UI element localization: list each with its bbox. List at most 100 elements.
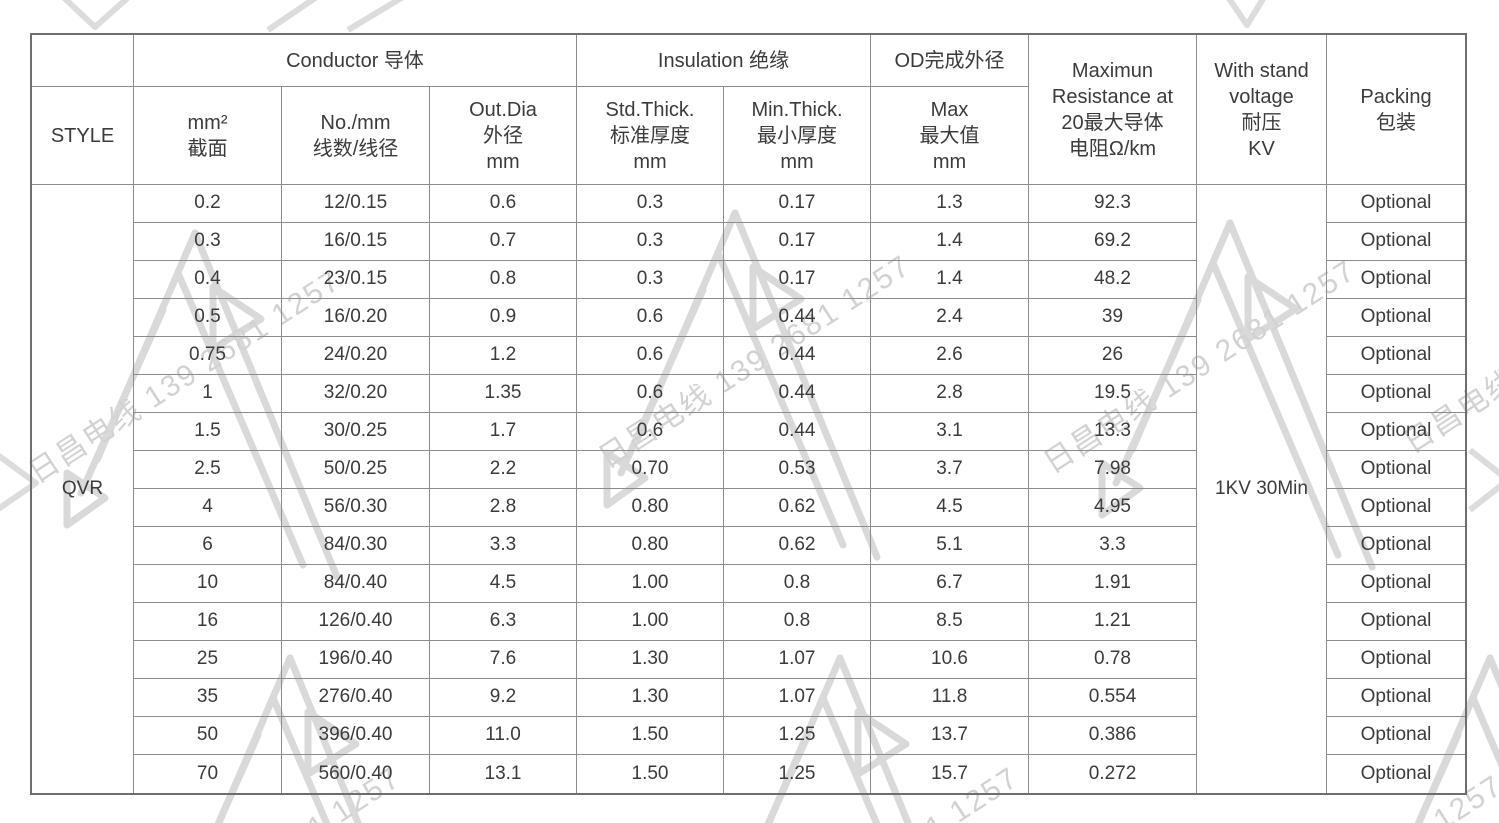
watermark-fragment bbox=[0, 0, 1499, 513]
cell-strand-count: 84/0.30 bbox=[282, 527, 430, 565]
cell-strand-count: 16/0.20 bbox=[282, 299, 430, 337]
cell-std-thickness: 0.70 bbox=[577, 451, 724, 489]
cell-cross-section: 0.3 bbox=[134, 223, 282, 261]
cell-strand-count: 56/0.30 bbox=[282, 489, 430, 527]
cell-std-thickness: 0.3 bbox=[577, 261, 724, 299]
cell-min-thickness: 0.44 bbox=[724, 299, 871, 337]
style-value-cell: QVR bbox=[32, 185, 134, 793]
cell-cross-section: 4 bbox=[134, 489, 282, 527]
cell-cross-section: 0.5 bbox=[134, 299, 282, 337]
cell-max-od: 11.8 bbox=[871, 679, 1029, 717]
cell-resistance: 7.98 bbox=[1029, 451, 1197, 489]
cell-packing: Optional bbox=[1327, 565, 1465, 603]
cell-packing: Optional bbox=[1327, 413, 1465, 451]
cell-cross-section: 35 bbox=[134, 679, 282, 717]
cell-packing: Optional bbox=[1327, 603, 1465, 641]
header-cross-section: mm² 截面 bbox=[134, 87, 282, 185]
cell-cross-section: 0.75 bbox=[134, 337, 282, 375]
cell-strand-count: 560/0.40 bbox=[282, 755, 430, 793]
cell-max-od: 1.4 bbox=[871, 223, 1029, 261]
cell-out-diameter: 13.1 bbox=[430, 755, 577, 793]
cell-min-thickness: 0.44 bbox=[724, 375, 871, 413]
cell-std-thickness: 0.80 bbox=[577, 527, 724, 565]
cell-std-thickness: 0.3 bbox=[577, 185, 724, 223]
header-max-resistance: Maximun Resistance at 20最大导体 电阻Ω/km bbox=[1029, 35, 1197, 185]
cell-resistance: 0.78 bbox=[1029, 641, 1197, 679]
cell-out-diameter: 7.6 bbox=[430, 641, 577, 679]
cell-resistance: 19.5 bbox=[1029, 375, 1197, 413]
cell-cross-section: 25 bbox=[134, 641, 282, 679]
cell-min-thickness: 0.53 bbox=[724, 451, 871, 489]
cell-max-od: 5.1 bbox=[871, 527, 1029, 565]
cell-packing: Optional bbox=[1327, 185, 1465, 223]
cell-min-thickness: 0.8 bbox=[724, 603, 871, 641]
cell-resistance: 26 bbox=[1029, 337, 1197, 375]
voltage-value-cell: 1KV 30Min bbox=[1197, 185, 1327, 793]
cell-out-diameter: 0.6 bbox=[430, 185, 577, 223]
cell-std-thickness: 1.30 bbox=[577, 679, 724, 717]
cell-min-thickness: 0.62 bbox=[724, 527, 871, 565]
cell-cross-section: 50 bbox=[134, 717, 282, 755]
cell-resistance: 0.272 bbox=[1029, 755, 1197, 793]
cell-strand-count: 32/0.20 bbox=[282, 375, 430, 413]
cell-strand-count: 196/0.40 bbox=[282, 641, 430, 679]
cell-strand-count: 276/0.40 bbox=[282, 679, 430, 717]
cell-strand-count: 84/0.40 bbox=[282, 565, 430, 603]
cell-max-od: 2.6 bbox=[871, 337, 1029, 375]
cell-out-diameter: 0.8 bbox=[430, 261, 577, 299]
cell-min-thickness: 1.25 bbox=[724, 717, 871, 755]
cell-resistance: 4.95 bbox=[1029, 489, 1197, 527]
cell-min-thickness: 1.07 bbox=[724, 641, 871, 679]
cell-std-thickness: 0.6 bbox=[577, 375, 724, 413]
cell-resistance: 13.3 bbox=[1029, 413, 1197, 451]
cell-min-thickness: 0.17 bbox=[724, 261, 871, 299]
cell-resistance: 1.21 bbox=[1029, 603, 1197, 641]
spec-table: Conductor 导体 Insulation 绝缘 OD完成外径 Maximu… bbox=[30, 33, 1467, 795]
cell-packing: Optional bbox=[1327, 641, 1465, 679]
cell-resistance: 39 bbox=[1029, 299, 1197, 337]
cell-cross-section: 2.5 bbox=[134, 451, 282, 489]
header-max-od: Max 最大值 mm bbox=[871, 87, 1029, 185]
header-strand-count: No./mm 线数/线径 bbox=[282, 87, 430, 185]
cell-out-diameter: 9.2 bbox=[430, 679, 577, 717]
cell-min-thickness: 1.25 bbox=[724, 755, 871, 793]
cell-std-thickness: 1.30 bbox=[577, 641, 724, 679]
cell-strand-count: 24/0.20 bbox=[282, 337, 430, 375]
cell-strand-count: 50/0.25 bbox=[282, 451, 430, 489]
cell-cross-section: 10 bbox=[134, 565, 282, 603]
cell-packing: Optional bbox=[1327, 679, 1465, 717]
cell-out-diameter: 1.2 bbox=[430, 337, 577, 375]
cell-out-diameter: 4.5 bbox=[430, 565, 577, 603]
cell-packing: Optional bbox=[1327, 375, 1465, 413]
cell-std-thickness: 1.50 bbox=[577, 755, 724, 793]
header-std-thickness: Std.Thick. 标准厚度 mm bbox=[577, 87, 724, 185]
cell-out-diameter: 6.3 bbox=[430, 603, 577, 641]
cell-out-diameter: 1.7 bbox=[430, 413, 577, 451]
cell-out-diameter: 2.8 bbox=[430, 489, 577, 527]
cell-resistance: 3.3 bbox=[1029, 527, 1197, 565]
cell-cross-section: 0.2 bbox=[134, 185, 282, 223]
cell-max-od: 1.3 bbox=[871, 185, 1029, 223]
cell-resistance: 48.2 bbox=[1029, 261, 1197, 299]
cell-max-od: 10.6 bbox=[871, 641, 1029, 679]
cell-out-diameter: 1.35 bbox=[430, 375, 577, 413]
cell-std-thickness: 0.6 bbox=[577, 299, 724, 337]
cell-std-thickness: 0.3 bbox=[577, 223, 724, 261]
cell-packing: Optional bbox=[1327, 261, 1465, 299]
cell-packing: Optional bbox=[1327, 451, 1465, 489]
cell-cross-section: 1.5 bbox=[134, 413, 282, 451]
cell-max-od: 13.7 bbox=[871, 717, 1029, 755]
cell-std-thickness: 0.6 bbox=[577, 413, 724, 451]
cell-cross-section: 16 bbox=[134, 603, 282, 641]
cell-max-od: 15.7 bbox=[871, 755, 1029, 793]
cell-resistance: 1.91 bbox=[1029, 565, 1197, 603]
cell-max-od: 1.4 bbox=[871, 261, 1029, 299]
cell-out-diameter: 0.9 bbox=[430, 299, 577, 337]
cell-resistance: 0.554 bbox=[1029, 679, 1197, 717]
cell-resistance: 69.2 bbox=[1029, 223, 1197, 261]
cell-min-thickness: 0.44 bbox=[724, 337, 871, 375]
cell-cross-section: 1 bbox=[134, 375, 282, 413]
cell-strand-count: 23/0.15 bbox=[282, 261, 430, 299]
cell-max-od: 4.5 bbox=[871, 489, 1029, 527]
